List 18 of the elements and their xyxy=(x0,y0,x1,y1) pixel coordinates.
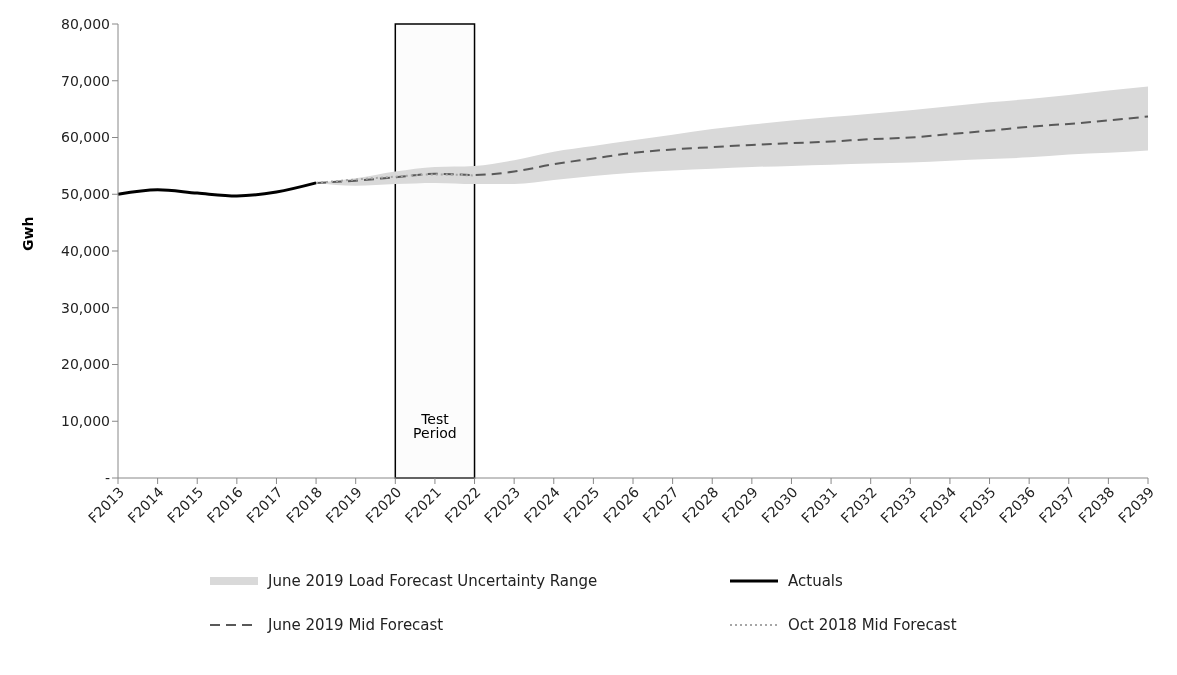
legend-label: Oct 2018 Mid Forecast xyxy=(788,616,957,634)
band-label: Test Period xyxy=(413,411,457,441)
y-tick-label: 50,000 xyxy=(61,186,110,203)
line-series xyxy=(116,181,318,198)
y-axis-title: Gwh xyxy=(19,216,36,251)
y-tick-label: 70,000 xyxy=(61,72,110,89)
line-series xyxy=(315,173,476,184)
y-tick-label: 60,000 xyxy=(61,129,110,146)
y-tick-label: - xyxy=(104,469,110,486)
y-tick-label: 80,000 xyxy=(61,15,110,32)
legend-label: Actuals xyxy=(788,572,843,590)
y-tick-label: 10,000 xyxy=(61,413,110,430)
legend-label: June 2019 Mid Forecast xyxy=(268,616,444,634)
y-tick-label: 30,000 xyxy=(61,299,110,316)
y-tick-label: 20,000 xyxy=(61,356,110,373)
y-tick-label: 40,000 xyxy=(61,242,110,259)
line-series xyxy=(315,115,1149,184)
legend-label: June 2019 Load Forecast Uncertainty Range xyxy=(268,572,598,590)
